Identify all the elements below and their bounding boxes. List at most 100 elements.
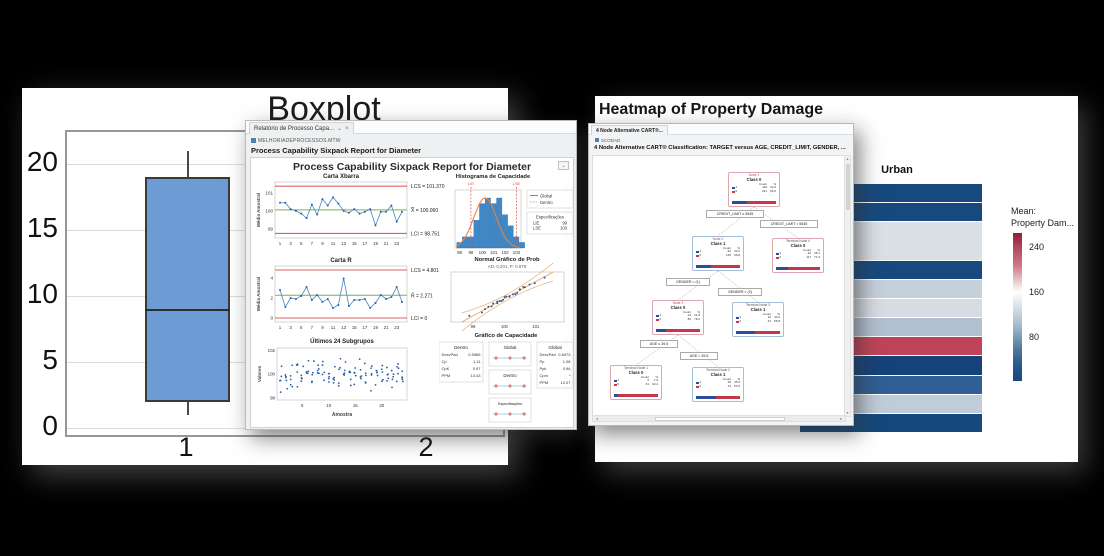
minitab-tab-bar[interactable]: Relatório de Processo Capa... ⌄ ×	[246, 121, 576, 134]
tree-node-class: Class 0	[670, 304, 686, 310]
tree-node-class: Class 0	[790, 242, 806, 248]
tree-edge-label: GENDER = (1)	[666, 278, 710, 286]
red-segment	[710, 264, 740, 268]
cart-tab-bar[interactable]: 4 Node Alternative CART®...	[589, 124, 853, 135]
minitab-report-panel: Process Capability Sixpack Report for Di…	[250, 157, 574, 428]
pct-header: %	[777, 311, 780, 316]
spacer	[736, 313, 739, 316]
vertical-scrollbar[interactable]: ▴ ▾	[844, 155, 851, 417]
class-count: 86	[687, 317, 691, 322]
heatmap-legend-title-2: Property Dam...	[1011, 218, 1075, 228]
scroll-up-icon[interactable]: ▴	[846, 156, 849, 161]
xbarra-chart-xtick: 7	[311, 241, 314, 246]
r-chart-xtick: 21	[384, 325, 389, 330]
histogram-xtick: 103	[513, 250, 521, 255]
class-pct: 33.2	[734, 249, 740, 254]
tree-node-nodeL[interactable]: Node 2 Class 1 Count% 1 62 33.2 0 125 66.8	[692, 236, 744, 271]
class-color-swatch	[656, 318, 659, 322]
tree-node-term1[interactable]: Terminal Node 1 Class 0 Count% 1 5 7.6 0 61 92.4	[610, 365, 662, 400]
stat-value: 0.96	[563, 366, 572, 371]
histogram-xtick: 98	[457, 250, 462, 255]
subgroups-plot-svg: Últimos 24 Subgrupos Valores 102 100 98 5 10 15…	[257, 338, 408, 418]
tree-node-term2[interactable]: Terminal Node 2 Class 1 Count% 1 20 45.5 0 24 54…	[692, 367, 744, 402]
close-icon[interactable]: ×	[345, 125, 349, 132]
class-pct: 92.4	[652, 382, 658, 387]
tree-node-row: 1 5 7.6	[614, 378, 658, 383]
cart-tab[interactable]: 4 Node Alternative CART®...	[591, 125, 668, 135]
class-key: 1	[779, 251, 782, 256]
tree-node-row: 0 24 54.5	[696, 384, 740, 389]
minitab-tab[interactable]: Relatório de Processo Capa... ⌄ ×	[249, 122, 354, 134]
class-count: 61	[645, 382, 649, 387]
class-color-swatch	[696, 250, 699, 254]
probplot-xtick: 99	[471, 324, 476, 329]
blue-segment	[696, 264, 711, 268]
histogram-xtick: 99	[468, 250, 473, 255]
r-chart-xtick: 11	[331, 325, 336, 330]
collapse-button[interactable]: ⌄	[558, 161, 569, 170]
blue-segment	[656, 328, 666, 332]
spacer	[614, 376, 617, 379]
stat-value: *	[569, 373, 571, 378]
probplot-xtick: 101	[532, 324, 540, 329]
scrollbar-thumb[interactable]	[846, 164, 850, 210]
stat-key: PPM	[540, 380, 549, 385]
count-header: Count	[722, 245, 731, 250]
stat-value: 1.08	[563, 359, 572, 364]
class-count: 231	[761, 189, 767, 194]
tree-node-table-header: Count%	[776, 247, 820, 253]
tree-node-header: Node 1	[748, 173, 760, 177]
r-chart-xtick: 5	[300, 325, 303, 330]
class-key: 0	[779, 255, 782, 260]
class-count: 62	[727, 249, 731, 254]
r-chart-title: Carta R	[330, 258, 352, 264]
stat-value: 12.07	[560, 380, 571, 385]
probplot-subtitle: AD: 0.201, P: 0.878	[488, 264, 527, 269]
xbarra-chart-xtick: 5	[300, 241, 303, 246]
tree-node-table-header: Count%	[696, 377, 740, 382]
xbarra-chart: Carta Xbarra Média Amostral 101 100 99 1 3 5 7 9 1…	[253, 170, 449, 256]
interval-label: Dentro	[503, 373, 517, 378]
tree-node-nodeLL[interactable]: Node 3 Class 0 Count% 1 24 21.8 0 86 78.2	[652, 300, 704, 335]
tree-node-row: 1 34 44.2	[736, 315, 780, 320]
tree-node-root[interactable]: Node 1 Class 0 Count% 1 119 34.0 0 231 66.0	[728, 172, 780, 207]
class-pct: 54.5	[734, 384, 740, 389]
boxplot-ytick: 5	[42, 344, 58, 375]
r-chart-xtick: 15	[352, 325, 357, 330]
spec-box-key: LIE	[533, 221, 539, 226]
scroll-down-icon[interactable]: ▾	[846, 410, 849, 415]
tree-node-class: Class 1	[710, 371, 726, 377]
scroll-right-icon[interactable]: ▸	[839, 416, 842, 421]
capability-plot: Gráfico de Capacidade Dentro DesvPad 0.5966…	[438, 330, 574, 424]
tree-node-table-header: Count%	[732, 182, 776, 187]
boxplot-ytick: 0	[42, 410, 58, 441]
class-key: 1	[699, 380, 702, 385]
boxplot-whisker-top	[187, 150, 189, 178]
stat-value: 0.97	[473, 366, 482, 371]
tree-node-row: 1 20 45.5	[696, 380, 740, 385]
class-color-swatch	[696, 381, 699, 385]
r-chart-xtick: 23	[394, 325, 399, 330]
stat-key: Cpm	[540, 373, 549, 378]
subgroups-xlabel: Amostra	[332, 412, 353, 418]
tree-edge-label: CREDIT_LIMIT ≤ 5545	[706, 210, 764, 218]
boxplot-whisker-bottom	[187, 401, 189, 415]
chevron-down-icon[interactable]: ⌄	[337, 126, 343, 132]
capability-plot-svg: Gráfico de Capacidade Dentro DesvPad 0.5966…	[438, 333, 574, 423]
class-color-swatch	[696, 254, 699, 258]
pct-header: %	[697, 309, 700, 314]
tree-node-term3[interactable]: Terminal Node 3 Class 1 Count% 1 34 44.2 0 43 55…	[732, 302, 784, 337]
boxplot-ytick: 20	[26, 146, 58, 177]
tree-node-header: Node 2	[712, 237, 724, 241]
histogram-title: Histograma de Capacidade	[456, 174, 531, 180]
tree-node-term4[interactable]: Terminal Node 4 Class 0 Count% 1 46 28.1 0 117 7…	[772, 238, 824, 273]
horizontal-scrollbar[interactable]: ◂ ▸	[592, 415, 846, 422]
capability-histogram: Histograma de Capacidade LIE LSE 98 99 100 101…	[449, 170, 575, 256]
boxplot-xlabel: 1	[178, 432, 194, 462]
scrollbar-thumb[interactable]	[655, 416, 785, 421]
scroll-left-icon[interactable]: ◂	[595, 416, 598, 421]
count-header: Count	[802, 247, 811, 252]
histogram-xtick: 102	[501, 250, 509, 255]
legend-global: Global	[540, 194, 552, 199]
